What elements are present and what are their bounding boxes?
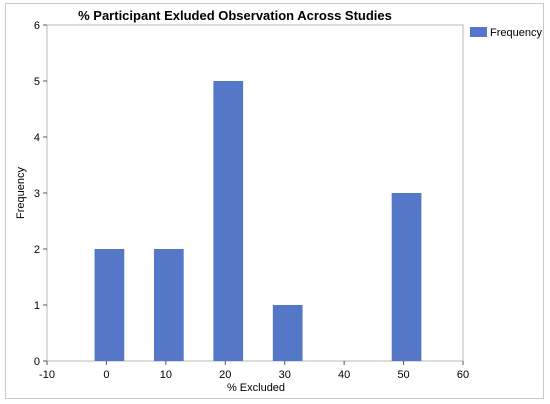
bar-30 [272, 305, 303, 361]
x-tick-label: 40 [338, 369, 350, 381]
x-tick-label: 30 [279, 369, 291, 381]
bar-50 [391, 193, 422, 361]
y-axis-label: Frequency [15, 167, 27, 219]
bar-20 [213, 81, 244, 361]
x-axis-label: % Excluded [227, 382, 285, 394]
y-tick-label: 2 [34, 244, 40, 256]
y-tick-label: 0 [34, 356, 40, 368]
legend-label: Frequency [490, 27, 542, 39]
y-tick-label: 3 [34, 188, 40, 200]
legend: Frequency [470, 27, 542, 39]
chart-title: % Participant Exluded Observation Across… [78, 8, 392, 23]
x-tick-label: 20 [219, 369, 231, 381]
bar-10 [153, 249, 184, 361]
legend-swatch [470, 27, 487, 37]
x-tick-label: 50 [397, 369, 409, 381]
y-tick-label: 6 [34, 20, 40, 32]
bar-0 [94, 249, 125, 361]
x-tick-label: 0 [103, 369, 109, 381]
y-tick-label: 4 [34, 132, 40, 144]
x-tick-label: 60 [457, 369, 469, 381]
y-tick-label: 1 [34, 300, 40, 312]
y-tick-label: 5 [34, 76, 40, 88]
x-tick-label: -10 [39, 369, 55, 381]
x-tick-label: 10 [160, 369, 172, 381]
